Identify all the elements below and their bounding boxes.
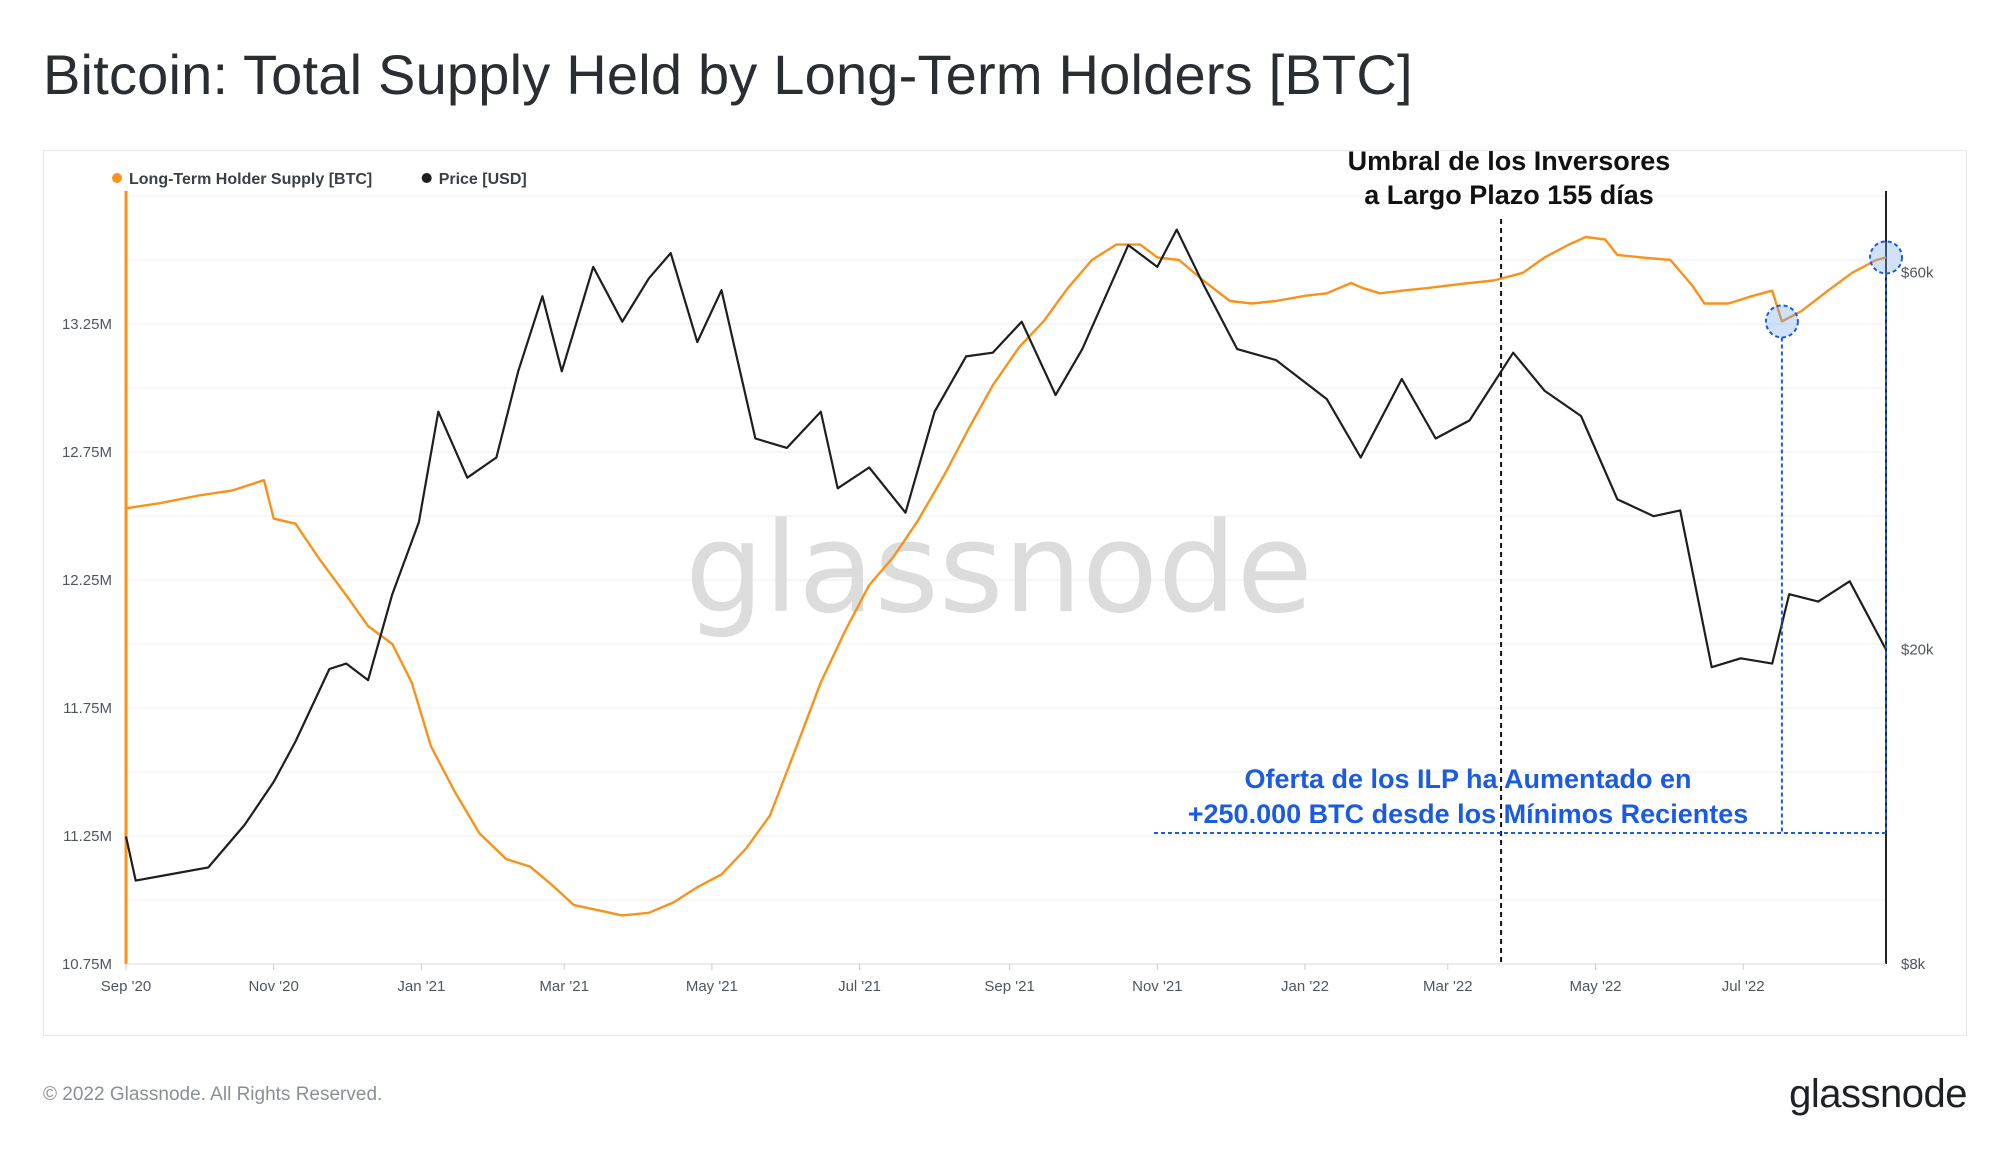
grid-lines xyxy=(126,195,1886,965)
x-tick-label: Jul '21 xyxy=(838,978,881,995)
page-title: Bitcoin: Total Supply Held by Long-Term … xyxy=(43,43,1413,106)
x-tick-label: Mar '21 xyxy=(539,978,589,995)
x-tick-label: Jan '21 xyxy=(397,978,445,995)
right-tick-label: $8k xyxy=(1901,956,1926,973)
series-lines xyxy=(124,228,1887,917)
x-tick-label: Jul '22 xyxy=(1722,978,1765,995)
callout-label: Oferta de los ILP ha Aumentado en xyxy=(1244,764,1691,794)
x-tick-label: Nov '21 xyxy=(1132,978,1182,995)
watermark: glassnode xyxy=(685,497,1313,641)
threshold-annotation: Umbral de los Inversores a Largo Plazo 15… xyxy=(1348,151,1671,964)
left-tick-label: 12.25M xyxy=(62,572,112,589)
legend-swatch xyxy=(112,173,122,183)
copyright-text: © 2022 Glassnode. All Rights Reserved. xyxy=(43,1084,383,1105)
axes: 10.75M 11.25M 11.75M 12.25M 12.75M 13.25M $8k $… xyxy=(62,191,1934,995)
legend-swatch xyxy=(421,173,432,183)
left-tick-label: 11.25M xyxy=(63,828,112,845)
legend-label: Price [USD] xyxy=(439,171,527,188)
x-tick-label: Mar '22 xyxy=(1423,978,1473,995)
threshold-label: a Largo Plazo 155 días xyxy=(1364,180,1654,210)
glassnode-logo: glassnode xyxy=(1789,1072,1967,1116)
x-tick-label: May '22 xyxy=(1569,978,1621,995)
left-tick-label: 12.75M xyxy=(62,444,112,461)
left-tick-label: 10.75M xyxy=(62,956,112,973)
x-tick-label: Sep '20 xyxy=(101,978,151,995)
series-line xyxy=(125,235,1887,917)
legend-label: Long-Term Holder Supply [BTC] xyxy=(129,171,372,188)
left-tick-label: 11.75M xyxy=(63,700,112,717)
right-tick-label: $20k xyxy=(1901,642,1934,659)
chart-svg: glassnode 10.75M 11.25M 11.75M 12.25M 12.75M… xyxy=(62,151,1934,995)
x-tick-label: Sep '21 xyxy=(984,978,1034,995)
chart-panel: glassnode 10.75M 11.25M 11.75M 12.25M 12.75M… xyxy=(43,150,1967,1036)
threshold-label: Umbral de los Inversores xyxy=(1348,151,1671,176)
recent-marker xyxy=(1869,240,1903,275)
callout-label: +250.000 BTC desde los Mínimos Recientes xyxy=(1188,799,1748,829)
left-tick-label: 13.25M xyxy=(62,316,112,333)
legend: Long-Term Holder Supply [BTC] Price [USD] xyxy=(112,171,527,188)
right-tick-label: $60k xyxy=(1901,265,1934,282)
x-tick-label: Nov '20 xyxy=(248,978,298,995)
x-tick-label: Jan '22 xyxy=(1281,978,1329,995)
x-tick-label: May '21 xyxy=(686,978,738,995)
low-marker xyxy=(1764,304,1799,339)
supply-callout: Oferta de los ILP ha Aumentado en +250.00… xyxy=(1154,240,1903,834)
series-line xyxy=(124,228,1887,882)
